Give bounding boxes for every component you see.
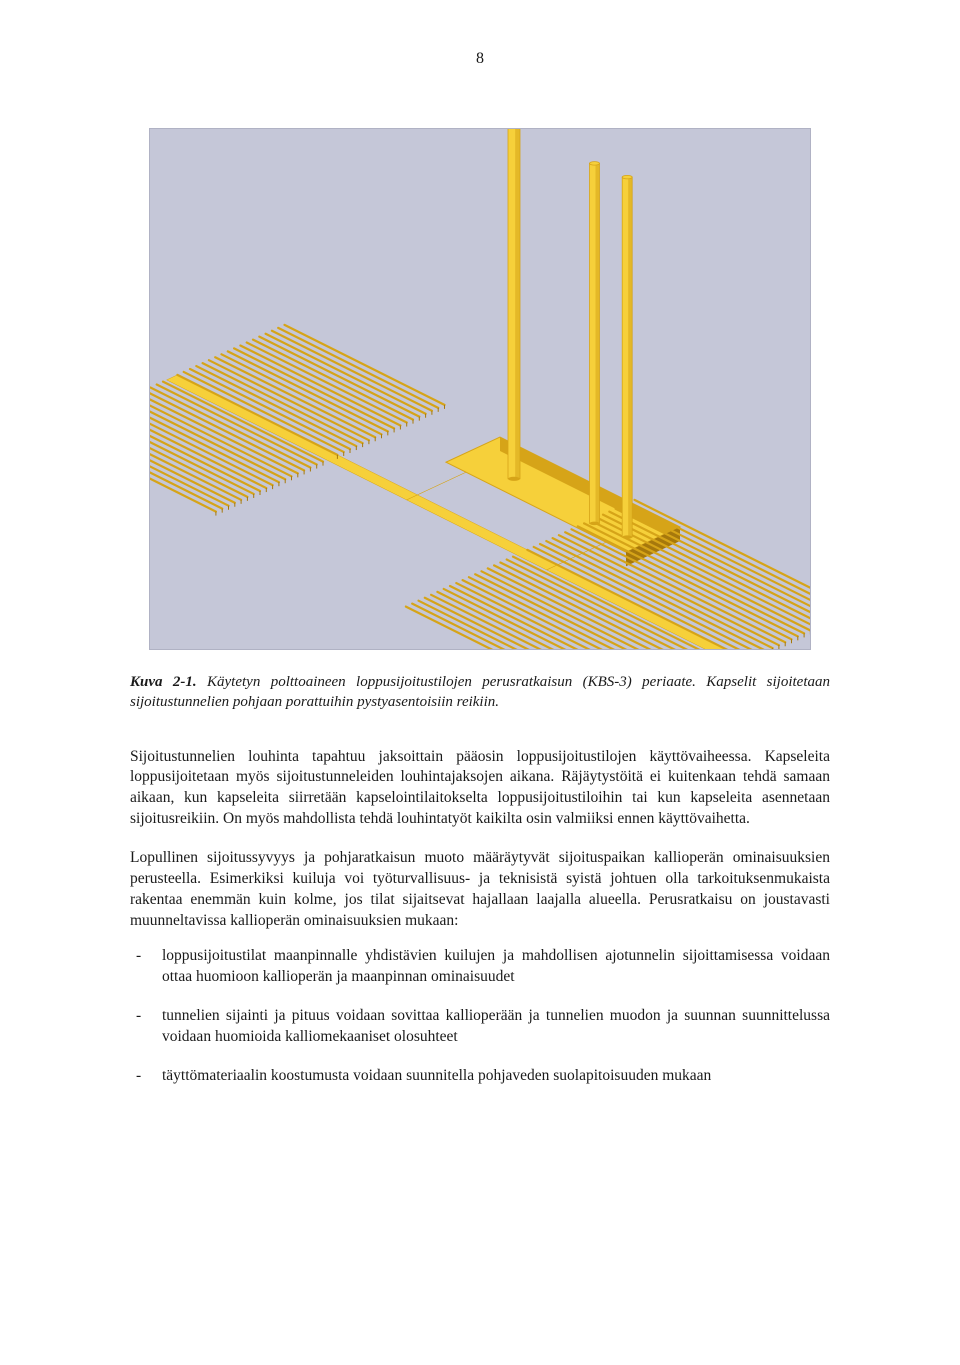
figure-2-1 [149,128,811,650]
caption-text: Käytetyn polttoaineen loppusijoitustiloj… [130,674,830,710]
list-item: täyttömateriaalin koostumusta voidaan su… [130,1066,830,1087]
caption-label: Kuva 2-1. [130,674,197,690]
bullet-list: loppusijoitustilat maanpinnalle yhdistäv… [130,946,830,1087]
paragraph-1: Sijoitustunnelien louhinta tapahtuu jaks… [130,747,830,831]
list-item: tunnelien sijainti ja pituus voidaan sov… [130,1006,830,1048]
page-number: 8 [130,50,830,68]
figure-caption: Kuva 2-1. Käytetyn polttoaineen loppusij… [130,672,830,713]
paragraph-2: Lopullinen sijoitussyvyys ja pohjaratkai… [130,848,830,932]
repository-diagram-svg [150,129,810,649]
document-page: 8 Kuva 2-1. Käytetyn polttoaineen loppus… [0,0,960,1365]
list-item: loppusijoitustilat maanpinnalle yhdistäv… [130,946,830,988]
